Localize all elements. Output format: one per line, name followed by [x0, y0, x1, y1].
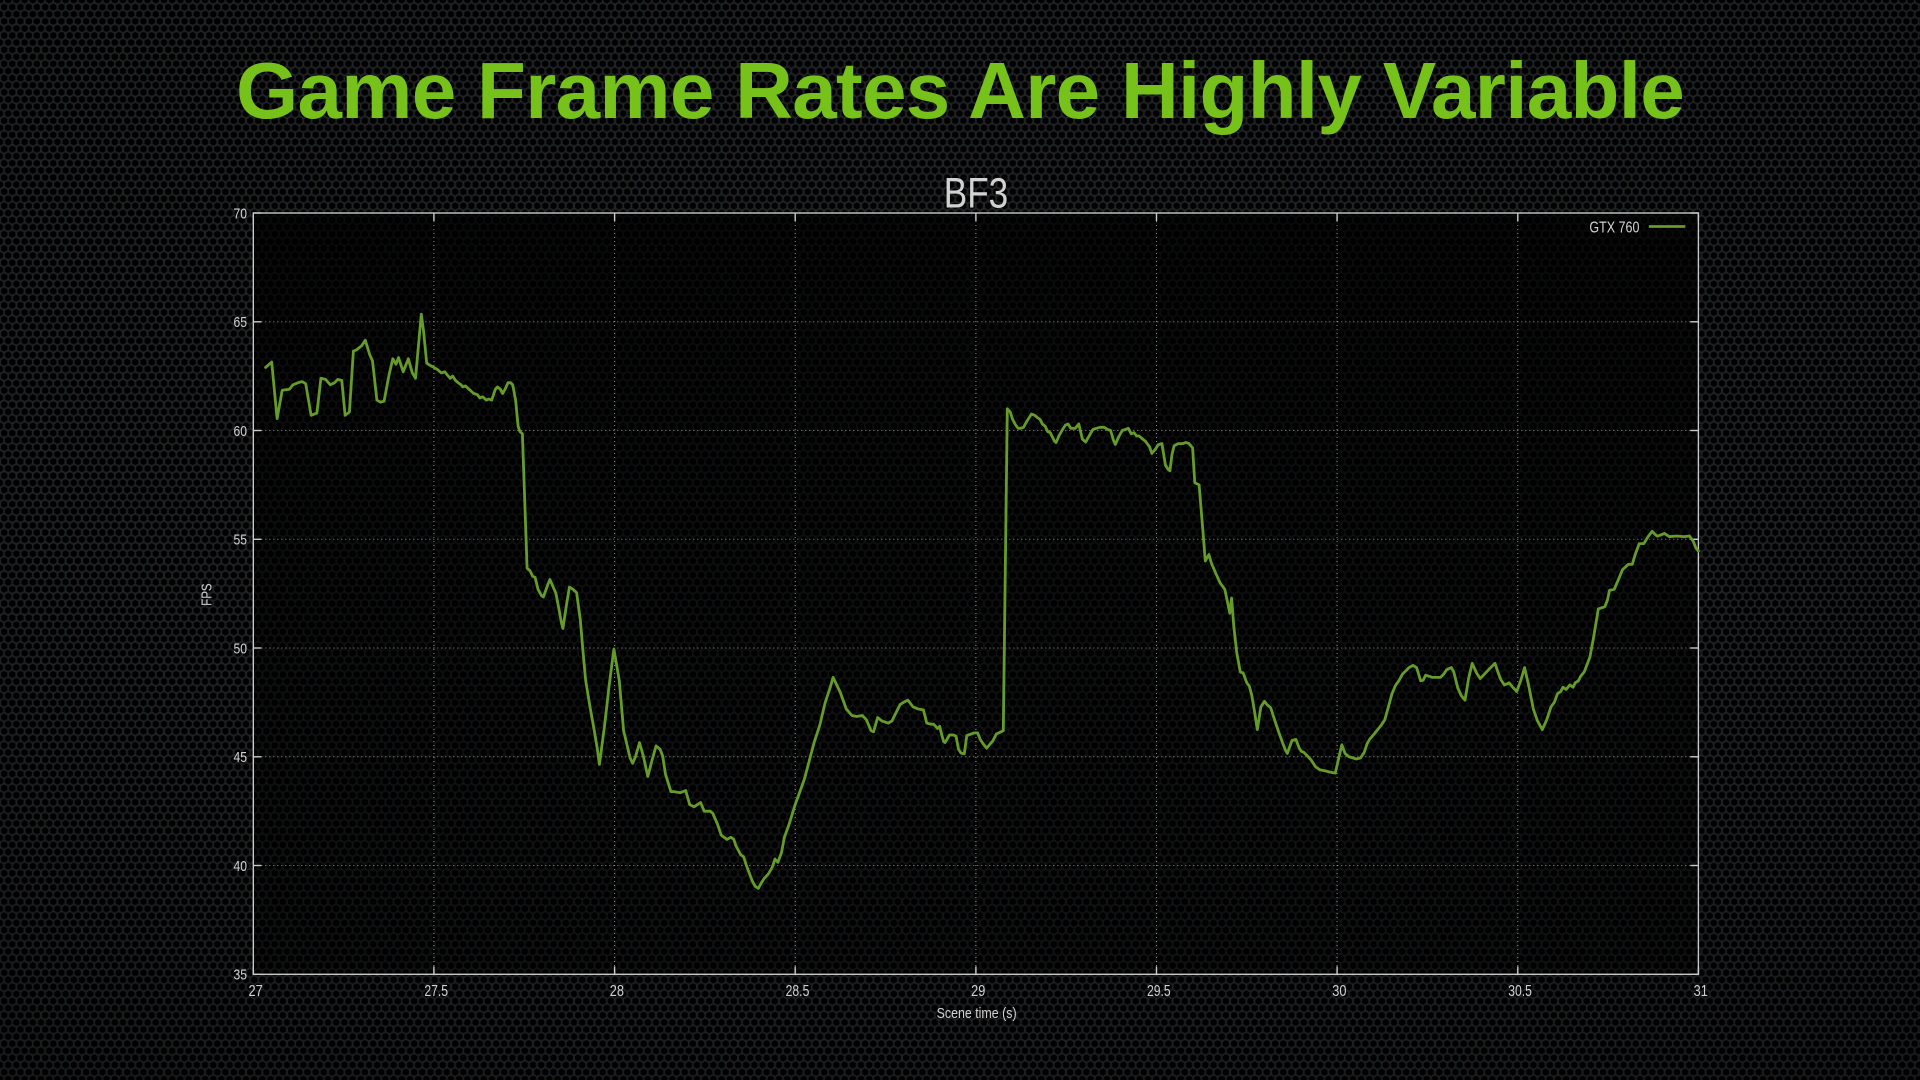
svg-text:28.5: 28.5	[786, 983, 810, 1000]
svg-text:BF3: BF3	[944, 170, 1009, 217]
svg-text:65: 65	[234, 315, 248, 331]
svg-text:45: 45	[234, 750, 248, 766]
svg-text:29: 29	[971, 983, 985, 1000]
svg-text:40: 40	[234, 859, 248, 875]
svg-text:31: 31	[1694, 983, 1708, 1000]
svg-text:27.5: 27.5	[424, 983, 448, 1000]
svg-text:GTX 760: GTX 760	[1589, 220, 1639, 237]
svg-text:27: 27	[249, 983, 263, 1000]
svg-text:29.5: 29.5	[1147, 983, 1171, 1000]
svg-text:30.5: 30.5	[1508, 983, 1532, 1000]
svg-text:Scene time (s): Scene time (s)	[937, 1006, 1017, 1022]
svg-text:70: 70	[234, 206, 248, 222]
svg-text:30: 30	[1332, 983, 1347, 1000]
svg-text:FPS: FPS	[199, 583, 216, 606]
svg-text:55: 55	[234, 533, 248, 549]
svg-text:28: 28	[610, 983, 624, 1000]
svg-text:50: 50	[234, 641, 248, 657]
svg-text:60: 60	[234, 424, 248, 440]
svg-text:35: 35	[234, 968, 248, 984]
